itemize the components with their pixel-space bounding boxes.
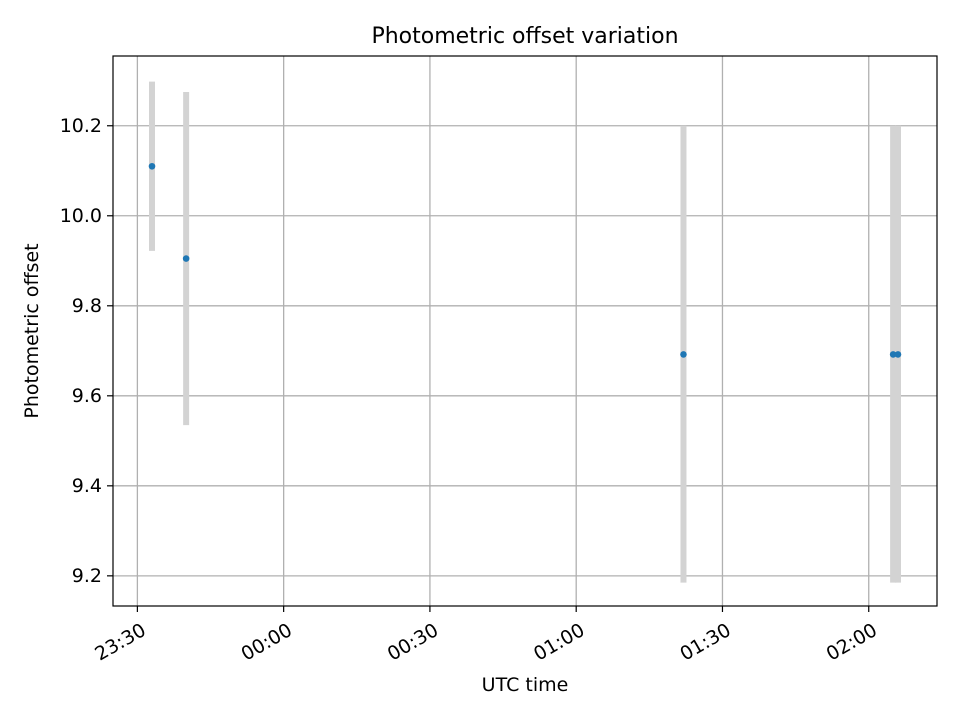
grid (113, 56, 937, 606)
y-tick-label: 10.0 (60, 205, 102, 227)
y-axis-label: Photometric offset (21, 243, 43, 418)
y-tick-label: 9.4 (72, 475, 102, 497)
y-tick-label: 9.6 (72, 385, 102, 407)
plot-frame (112, 55, 938, 607)
data-points (148, 162, 902, 358)
data-point (889, 351, 897, 358)
y-tick-label: 9.2 (72, 565, 102, 587)
y-tick-label: 9.8 (72, 295, 102, 317)
data-point (182, 255, 190, 262)
data-point (894, 351, 902, 358)
data-point (148, 162, 156, 170)
x-axis-label: UTC time (482, 674, 569, 696)
data-point (680, 351, 687, 358)
chart-title: Photometric offset variation (371, 24, 678, 49)
y-tick-label: 10.2 (60, 115, 102, 137)
